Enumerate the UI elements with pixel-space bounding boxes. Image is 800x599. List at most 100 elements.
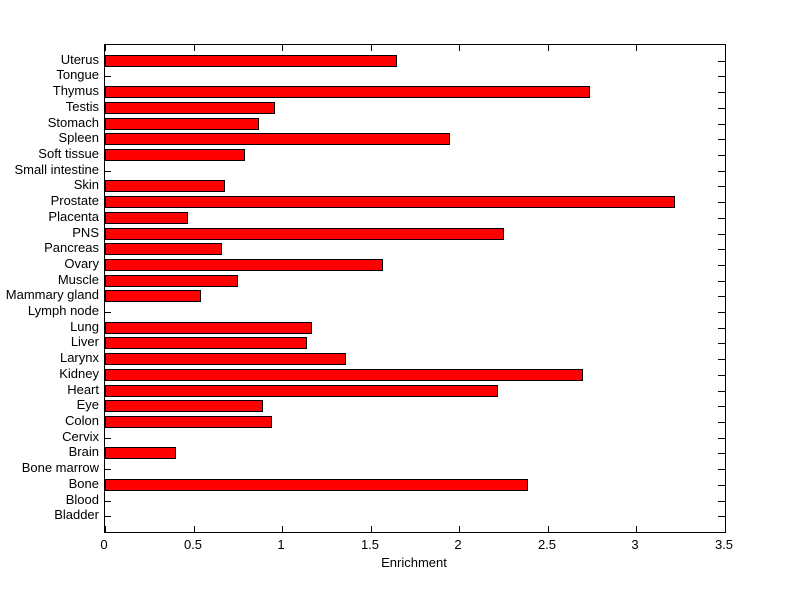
y-axis-label-eye: Eye [76, 397, 99, 412]
x-axis-tick-mark [282, 45, 283, 51]
bar-pns [105, 228, 504, 240]
bar-prostate [105, 196, 675, 208]
x-axis-tick-label: 2 [454, 537, 462, 552]
bar-heart [105, 385, 498, 397]
bar-stomach [105, 118, 259, 130]
y-axis-tick-mark [718, 249, 725, 250]
x-axis-tick-mark [371, 45, 372, 51]
bar-pancreas [105, 243, 222, 255]
y-axis-tick-mark [718, 391, 725, 392]
y-axis-label-pancreas: Pancreas [44, 240, 99, 255]
y-axis-tick-mark [105, 501, 111, 502]
bar-placenta [105, 212, 188, 224]
x-axis-tick-mark [105, 526, 106, 532]
y-axis-label-blood: Blood [65, 492, 99, 507]
y-axis-tick-mark [105, 76, 111, 77]
x-axis-tick-label: 3.5 [714, 537, 734, 552]
y-axis-tick-mark [718, 422, 725, 423]
x-axis-tick-mark [636, 526, 637, 532]
y-axis-tick-mark [718, 343, 725, 344]
y-axis-tick-mark [105, 469, 111, 470]
y-axis-tick-mark [718, 124, 725, 125]
y-axis-tick-mark [718, 234, 725, 235]
y-axis-label-testis: Testis [65, 99, 99, 114]
bar-soft-tissue [105, 149, 245, 161]
y-axis-label-bone: Bone [68, 476, 99, 491]
x-axis-tick-label: 1 [277, 537, 285, 552]
x-axis-tick-label: 0.5 [183, 537, 203, 552]
y-axis-tick-mark [718, 469, 725, 470]
y-axis-tick-mark [718, 453, 725, 454]
bar-spleen [105, 133, 450, 145]
x-axis-tick-label: 0 [100, 537, 108, 552]
bar-mammary-gland [105, 290, 201, 302]
bar-thymus [105, 86, 590, 98]
y-axis-label-soft-tissue: Soft tissue [38, 146, 99, 161]
bar-skin [105, 180, 225, 192]
bar-eye [105, 400, 263, 412]
bar-liver [105, 337, 307, 349]
y-axis-label-uterus: Uterus [60, 52, 99, 67]
y-axis-tick-mark [105, 171, 111, 172]
y-axis-label-colon: Colon [65, 413, 99, 428]
y-axis-tick-mark [105, 438, 111, 439]
y-axis-label-mammary-gland: Mammary gland [5, 287, 99, 302]
x-axis-tick-mark [105, 45, 106, 51]
bar-larynx [105, 353, 346, 365]
y-axis-label-bladder: Bladder [54, 507, 99, 522]
y-axis-label-small-intestine: Small intestine [14, 162, 99, 177]
bar-ovary [105, 259, 383, 271]
y-axis-label-placenta: Placenta [48, 209, 99, 224]
y-axis-label-bone-marrow: Bone marrow [21, 460, 99, 475]
x-axis-tick-mark [636, 45, 637, 51]
y-axis-label-tongue: Tongue [56, 67, 99, 82]
y-axis-tick-mark [718, 171, 725, 172]
y-axis-label-prostate: Prostate [50, 193, 99, 208]
bar-lung [105, 322, 312, 334]
y-axis-tick-mark [105, 516, 111, 517]
y-axis-label-pns: PNS [72, 225, 99, 240]
y-axis-tick-mark [718, 186, 725, 187]
bar-brain [105, 447, 176, 459]
y-axis-label-lung: Lung [70, 319, 99, 334]
y-axis-tick-mark [718, 296, 725, 297]
y-axis-tick-mark [718, 155, 725, 156]
y-axis-tick-mark [718, 312, 725, 313]
bar-colon [105, 416, 272, 428]
x-axis-tick-mark [459, 45, 460, 51]
y-axis-tick-mark [718, 61, 725, 62]
y-axis-tick-mark [718, 406, 725, 407]
y-axis-tick-mark [718, 265, 725, 266]
y-axis-tick-mark [718, 108, 725, 109]
y-axis-label-brain: Brain [68, 444, 99, 459]
y-axis-tick-mark [718, 202, 725, 203]
bar-bone [105, 479, 528, 491]
y-axis-tick-mark [718, 218, 725, 219]
y-axis-label-skin: Skin [73, 177, 99, 192]
y-axis-tick-mark [718, 92, 725, 93]
y-axis-label-larynx: Larynx [59, 350, 99, 365]
x-axis-tick-mark [282, 526, 283, 532]
y-axis-tick-mark [718, 516, 725, 517]
y-axis-tick-mark [718, 76, 725, 77]
y-axis-label-muscle: Muscle [57, 272, 99, 287]
y-axis-tick-mark [718, 375, 725, 376]
y-axis-label-kidney: Kidney [59, 366, 99, 381]
y-axis-tick-mark [718, 359, 725, 360]
bar-uterus [105, 55, 397, 67]
y-axis-tick-mark [718, 139, 725, 140]
x-axis-title: Enrichment [381, 555, 447, 570]
plot-area [104, 44, 726, 533]
x-axis-tick-mark [194, 526, 195, 532]
x-axis-tick-label: 2.5 [537, 537, 557, 552]
x-axis-tick-mark [725, 526, 726, 532]
bar-kidney [105, 369, 583, 381]
y-axis-label-lymph-node: Lymph node [27, 303, 99, 318]
y-axis-tick-mark [105, 312, 111, 313]
y-axis-label-spleen: Spleen [58, 130, 99, 145]
y-axis-tick-mark [718, 281, 725, 282]
x-axis-tick-label: 3 [631, 537, 639, 552]
y-axis-tick-mark [718, 328, 725, 329]
x-axis-tick-mark [459, 526, 460, 532]
